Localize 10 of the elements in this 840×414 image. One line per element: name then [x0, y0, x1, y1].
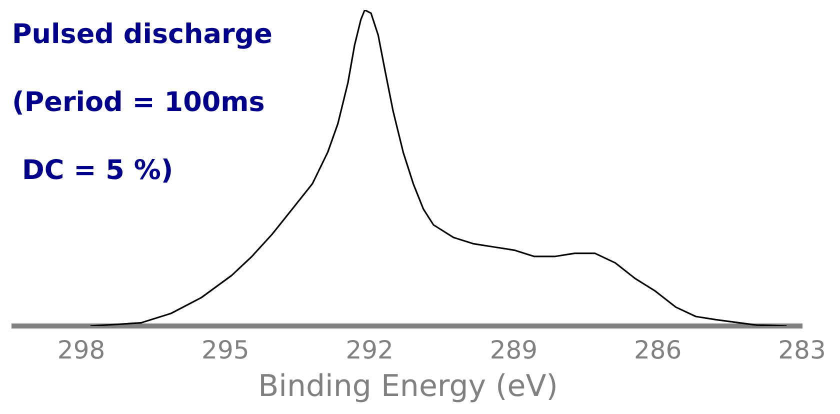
x-tick-label: 283: [778, 336, 826, 364]
x-tick-label: 286: [634, 336, 682, 364]
x-axis-title: Binding Energy (eV): [258, 368, 558, 404]
x-tick-label: 289: [490, 336, 538, 364]
x-tick-label: 292: [346, 336, 394, 364]
annotation: (Period = 100ms: [12, 87, 265, 118]
annotation: Pulsed discharge: [12, 19, 272, 50]
annotation: DC = 5 %): [22, 155, 174, 186]
x-tick-label: 298: [57, 336, 106, 364]
x-tick-label: 295: [202, 336, 250, 364]
